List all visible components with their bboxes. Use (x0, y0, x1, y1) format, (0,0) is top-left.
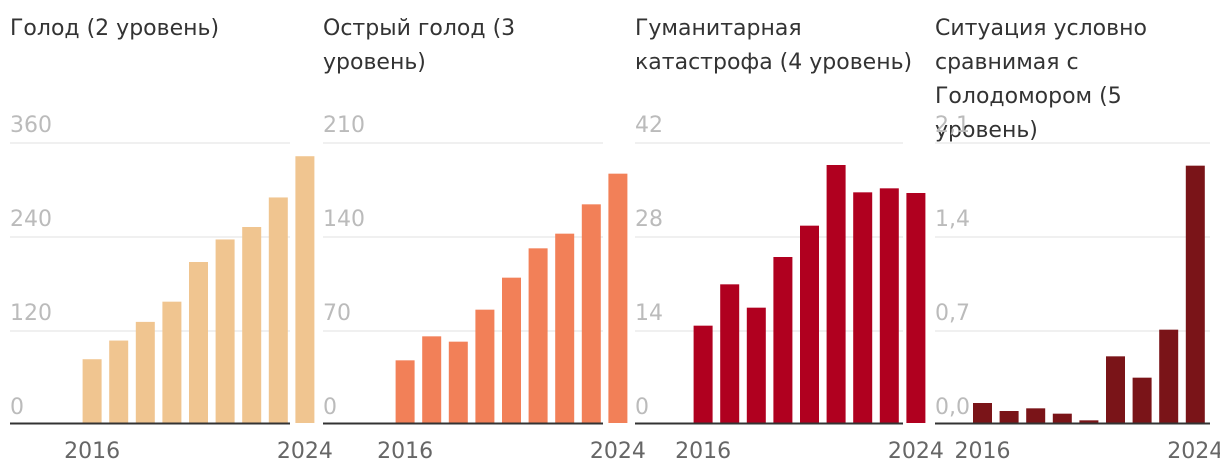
x-tick-label: 2024 (590, 439, 646, 464)
bar (746, 307, 766, 423)
y-tick-label: 1,4 (935, 207, 970, 232)
bar (999, 411, 1019, 423)
chart-panel-level-5: Ситуация условно сравнимая с Голодомором… (935, 0, 1220, 470)
bar (1132, 377, 1152, 423)
chart-panel-level-4: Гуманитарная катастрофа (4 уровень) 0 14 2… (635, 0, 944, 470)
bar (135, 321, 155, 423)
bar (1106, 356, 1125, 423)
bar (189, 262, 208, 423)
y-tick-label: 70 (323, 301, 351, 326)
y-tick-label: 240 (10, 207, 52, 232)
bar (608, 173, 628, 423)
bar (693, 325, 713, 423)
bar (581, 204, 601, 423)
chart-panel-level-2: Голод (2 уровень) 0 120 240 360 2016 2024 (10, 0, 333, 470)
bar (720, 284, 740, 423)
y-tick-label: 120 (10, 301, 52, 326)
bar (555, 233, 575, 423)
bar (773, 257, 793, 423)
y-tick-label: 0 (323, 395, 337, 420)
bar (1052, 413, 1072, 423)
y-tick-label: 0,7 (935, 301, 970, 326)
bar (502, 277, 521, 423)
x-tick-label: 2016 (64, 439, 120, 464)
bar (1079, 420, 1099, 423)
chart-title: Голод (2 уровень) (10, 16, 220, 41)
x-tick-label: 2016 (675, 439, 731, 464)
bar (268, 197, 288, 423)
bar (215, 239, 235, 423)
bar (528, 248, 548, 423)
x-tick-label: 2024 (888, 439, 944, 464)
y-tick-label: 0,0 (935, 395, 970, 420)
bar (422, 336, 442, 423)
x-tick-label: 2016 (955, 439, 1011, 464)
y-tick-label: 14 (635, 301, 663, 326)
bar (448, 341, 468, 423)
bar (800, 225, 819, 423)
bar (242, 227, 262, 423)
y-tick-label: 0 (635, 395, 649, 420)
y-tick-label: 28 (635, 207, 663, 232)
bar (109, 340, 129, 423)
bar (879, 188, 899, 423)
bar (1185, 165, 1205, 423)
y-tick-label: 2,1 (935, 113, 970, 138)
y-tick-label: 360 (10, 113, 52, 138)
bar (906, 193, 926, 423)
bar (475, 309, 495, 423)
chart-panel-level-3: Острый голод (3 уровень) 0 70 140 210 2016 20… (323, 0, 646, 470)
chart-title: Гуманитарная катастрофа (4 уровень) (635, 16, 913, 75)
x-tick-label: 2024 (277, 439, 333, 464)
y-tick-label: 210 (323, 113, 365, 138)
bar (1159, 329, 1179, 423)
bar (826, 165, 846, 423)
bar (973, 403, 992, 423)
y-tick-label: 42 (635, 113, 663, 138)
bar (162, 301, 182, 423)
chart-title: Острый голод (3 уровень) (323, 16, 516, 75)
y-tick-label: 140 (323, 207, 365, 232)
bar-chart: 0 14 28 42 2016 2024 (635, 113, 944, 464)
x-tick-label: 2024 (1167, 439, 1220, 464)
bar-chart: 0,0 0,7 1,4 2,1 2016 2024 (935, 113, 1220, 464)
bar (395, 360, 415, 423)
x-tick-label: 2016 (377, 439, 433, 464)
chart-title: Ситуация условно сравнимая с Голодомором… (935, 16, 1147, 143)
bar-chart: 0 120 240 360 2016 2024 (10, 113, 333, 464)
y-tick-label: 0 (10, 395, 24, 420)
bar-chart: 0 70 140 210 2016 2024 (323, 113, 646, 464)
bar (82, 359, 102, 423)
bar (295, 156, 315, 423)
bar (853, 192, 873, 423)
bar (1026, 408, 1046, 423)
